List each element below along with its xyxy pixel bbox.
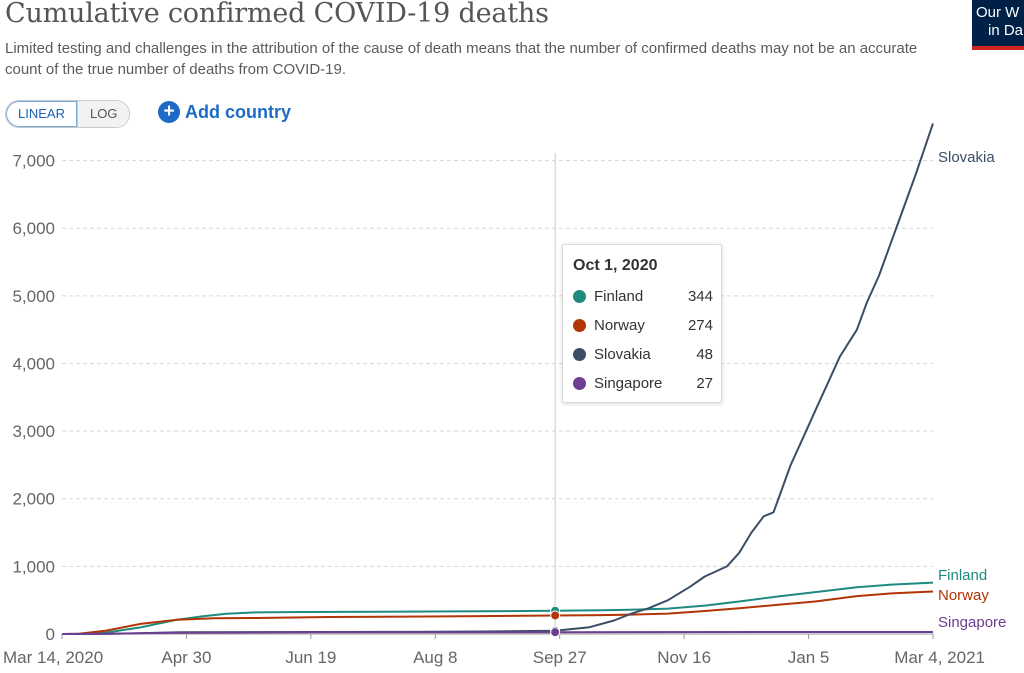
x-tick-label: Mar 4, 2021 bbox=[894, 648, 985, 667]
hover-marker bbox=[550, 610, 561, 621]
tooltip-series-name: Singapore bbox=[594, 375, 663, 392]
series-label-slovakia[interactable]: Slovakia bbox=[938, 149, 995, 166]
tooltip-series-value: 48 bbox=[696, 346, 713, 363]
series-line-norway[interactable] bbox=[61, 590, 934, 635]
add-country-label: Add country bbox=[185, 101, 291, 122]
tooltip-series-value: 344 bbox=[687, 288, 713, 305]
logo-text-line2: in Da bbox=[988, 22, 1024, 39]
gridlines bbox=[62, 160, 933, 635]
tooltip-series-value: 27 bbox=[696, 375, 713, 392]
tooltip-series-name: Slovakia bbox=[594, 346, 651, 363]
tooltip-series-value: 274 bbox=[687, 317, 713, 334]
y-tick-label: 0 bbox=[46, 625, 55, 644]
series-line-finland[interactable] bbox=[61, 581, 934, 635]
series-color-dot bbox=[573, 348, 586, 361]
hover-marker bbox=[550, 627, 561, 638]
tooltip-series-name: Norway bbox=[594, 317, 645, 334]
log-scale-button[interactable]: LOG bbox=[77, 101, 130, 127]
series-end-labels: Finland Norway Slovakia Singapore bbox=[938, 149, 1006, 631]
x-tick-label: Apr 30 bbox=[161, 648, 211, 667]
series-color-dot bbox=[573, 319, 586, 332]
series-line-singapore[interactable] bbox=[61, 631, 933, 635]
y-tick-label: 6,000 bbox=[12, 219, 55, 238]
plus-circle-icon: + bbox=[158, 101, 180, 123]
x-tick-label: Sep 27 bbox=[533, 648, 587, 667]
x-tick-label: Jan 5 bbox=[788, 648, 830, 667]
owid-logo[interactable]: Our W in Da bbox=[972, 0, 1024, 50]
series-lines bbox=[61, 123, 934, 635]
x-tick-label: Nov 16 bbox=[657, 648, 711, 667]
tooltip-row: Finland 344 bbox=[573, 287, 713, 307]
y-tick-label: 2,000 bbox=[12, 490, 55, 509]
hover-tooltip: Oct 1, 2020 Finland 344 Norway 274 Slova… bbox=[562, 244, 722, 403]
series-label-norway[interactable]: Norway bbox=[938, 587, 989, 604]
x-tick-label: Mar 14, 2020 bbox=[3, 648, 103, 667]
chart-subtitle: Limited testing and challenges in the at… bbox=[5, 40, 918, 78]
series-color-dot bbox=[573, 290, 586, 303]
y-tick-label: 5,000 bbox=[12, 287, 55, 306]
y-tick-label: 3,000 bbox=[12, 422, 55, 441]
tooltip-row: Slovakia 48 bbox=[573, 345, 713, 365]
y-tick-label: 1,000 bbox=[12, 557, 55, 576]
x-axis-ticks: Mar 14, 2020 Apr 30 Jun 19 Aug 8 Sep 27 Nov 1… bbox=[3, 634, 985, 667]
linear-scale-button[interactable]: LINEAR bbox=[6, 101, 78, 127]
tooltip-row: Norway 274 bbox=[573, 316, 713, 336]
y-tick-label: 7,000 bbox=[12, 152, 55, 171]
x-tick-label: Aug 8 bbox=[413, 648, 457, 667]
add-country-button[interactable]: + Add country bbox=[158, 101, 291, 123]
chart-title: Cumulative confirmed COVID-19 deaths bbox=[5, 0, 549, 29]
tooltip-series-name: Finland bbox=[594, 288, 644, 305]
series-color-dot bbox=[573, 377, 586, 390]
tooltip-row: Singapore 27 bbox=[573, 374, 713, 394]
y-tick-label: 4,000 bbox=[12, 354, 55, 373]
y-axis-ticks: 0 1,000 2,000 3,000 4,000 5,000 6,000 7,000 bbox=[12, 152, 55, 644]
series-line-slovakia[interactable] bbox=[61, 123, 934, 635]
series-label-finland[interactable]: Finland bbox=[938, 567, 987, 584]
tooltip-date: Oct 1, 2020 bbox=[573, 257, 658, 274]
series-label-singapore[interactable]: Singapore bbox=[938, 614, 1006, 631]
scale-toggle: LINEAR LOG bbox=[5, 100, 131, 128]
x-tick-label: Jun 19 bbox=[285, 648, 336, 667]
logo-text-line1: Our W bbox=[976, 4, 1020, 21]
hover-markers bbox=[550, 605, 561, 638]
